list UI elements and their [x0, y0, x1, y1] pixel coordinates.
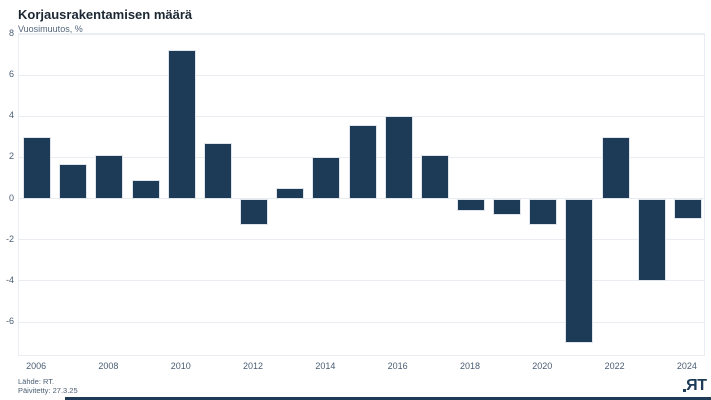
logo-letter-t: T	[697, 377, 707, 394]
logo-letter-r: R	[686, 377, 698, 394]
chart-subtitle: Vuosimuutos, %	[18, 24, 83, 34]
plot-area	[18, 33, 705, 356]
gridline	[19, 74, 704, 76]
y-axis-tick-label: -2	[5, 233, 14, 244]
bar-2007[interactable]	[59, 163, 88, 199]
bar-2019[interactable]	[493, 198, 522, 216]
updated-line: Päivitetty: 27.3.25	[18, 386, 78, 395]
chart-title: Korjausrakentamisen määrä	[18, 7, 193, 22]
bar-2018[interactable]	[456, 198, 485, 211]
gridline	[19, 33, 704, 35]
y-axis-tick-label: 2	[8, 151, 14, 162]
bar-2020[interactable]	[529, 198, 558, 226]
x-axis-tick-label: 2008	[98, 361, 119, 371]
gridline	[19, 239, 704, 241]
bar-2008[interactable]	[95, 155, 124, 199]
bar-2006[interactable]	[23, 136, 52, 199]
logo-dot-icon	[682, 389, 686, 392]
gridline	[19, 321, 704, 323]
x-axis-tick-label: 2016	[387, 361, 408, 371]
bar-2015[interactable]	[348, 124, 377, 199]
y-axis-tick-label: -6	[5, 316, 14, 327]
bar-2009[interactable]	[131, 180, 160, 199]
x-axis-tick-label: 2024	[676, 361, 697, 371]
x-axis-tick-label: 2014	[315, 361, 336, 371]
source-line: Lähde: RT.	[18, 377, 55, 386]
y-axis-tick-label: -4	[5, 274, 14, 285]
x-axis-tick-label: 2022	[604, 361, 625, 371]
gridline	[19, 198, 704, 200]
bottom-accent-line	[65, 397, 711, 400]
bar-2012[interactable]	[240, 198, 269, 226]
x-axis-tick-label: 2018	[459, 361, 480, 371]
bar-2010[interactable]	[167, 50, 196, 199]
bar-2024[interactable]	[673, 198, 702, 220]
bar-2016[interactable]	[384, 116, 413, 199]
bar-2021[interactable]	[565, 198, 594, 343]
x-axis-tick-label: 2012	[243, 361, 264, 371]
gridline	[19, 280, 704, 282]
y-axis-tick-label: 6	[8, 69, 14, 80]
bar-2014[interactable]	[312, 157, 341, 199]
bar-2023[interactable]	[637, 198, 666, 281]
y-axis-tick-label: 8	[8, 28, 14, 38]
x-axis-tick-label: 2020	[532, 361, 553, 371]
y-axis-tick-label: 4	[8, 110, 14, 121]
bar-2013[interactable]	[276, 188, 305, 199]
bar-2022[interactable]	[601, 136, 630, 199]
source-note: Lähde: RT. Päivitetty: 27.3.25	[18, 377, 78, 395]
bar-2017[interactable]	[420, 155, 449, 199]
x-axis-tick-label: 2010	[170, 361, 191, 371]
gridline	[19, 115, 704, 117]
y-axis-tick-label: 0	[8, 192, 14, 203]
x-axis-tick-label: 2006	[26, 361, 47, 371]
bar-2011[interactable]	[203, 143, 232, 199]
